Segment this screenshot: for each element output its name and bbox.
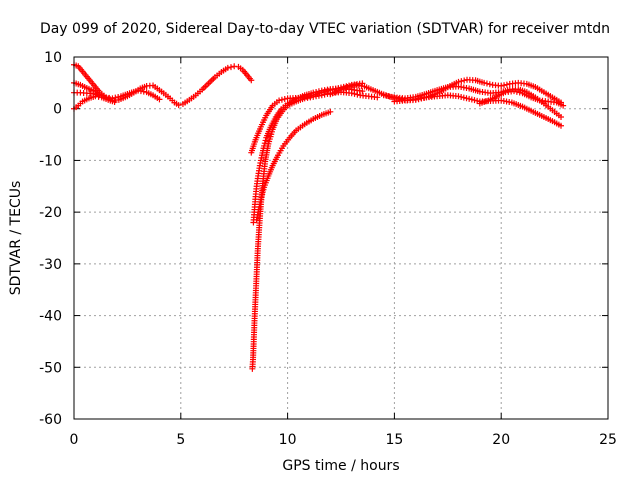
data-point (262, 137, 269, 144)
data-point (344, 83, 351, 90)
y-tick-label: -50 (39, 360, 62, 376)
data-point (458, 78, 465, 85)
data-point (112, 94, 119, 101)
data-point (460, 94, 467, 101)
data-point (359, 88, 366, 95)
data-point (96, 92, 103, 99)
data-point (558, 122, 565, 129)
data-point (90, 90, 97, 97)
data-point (511, 88, 518, 95)
data-point (463, 95, 470, 102)
data-point (276, 97, 283, 104)
grid (74, 57, 608, 419)
data-point (115, 93, 122, 100)
data-point (350, 82, 357, 89)
data-point (481, 79, 488, 86)
series-arc (250, 85, 366, 226)
data-point (261, 142, 268, 149)
data-point (483, 80, 490, 87)
series-arc (71, 61, 255, 109)
data-point (486, 81, 493, 88)
x-tick-label: 5 (176, 432, 185, 448)
y-axis-label: SDTVAR / TECUs (8, 181, 24, 296)
data-point (471, 97, 478, 104)
data-point (278, 96, 285, 103)
data-point (560, 102, 567, 109)
data-point (558, 113, 565, 120)
data-point (468, 96, 475, 103)
data-point (474, 97, 481, 104)
data-point (458, 93, 465, 100)
data-point (332, 85, 339, 92)
data-point (281, 96, 288, 103)
data-point (175, 102, 182, 109)
data-point (455, 93, 462, 100)
y-tick-label: -10 (39, 153, 62, 169)
data-point (374, 94, 381, 101)
x-tick-label: 25 (599, 432, 617, 448)
y-tick-label: 0 (53, 102, 62, 118)
data-point (466, 95, 473, 102)
x-tick-label: 10 (279, 432, 297, 448)
data-point (327, 108, 334, 115)
x-tick-label: 15 (385, 432, 403, 448)
x-tick-label: 0 (70, 432, 79, 448)
data-marks (71, 61, 567, 372)
series-arc (248, 80, 366, 156)
y-tick-label: 10 (44, 50, 62, 66)
y-tick-label: -40 (39, 309, 62, 325)
series-arc (476, 88, 567, 109)
data-point (461, 77, 468, 84)
chart-title: Day 099 of 2020, Sidereal Day-to-day VTE… (40, 21, 610, 37)
x-tick-label: 20 (492, 432, 510, 448)
axis-ticks: 0 5 10 15 20 25 -60 -50 -40 -30 -20 -10 0 10 (39, 50, 617, 448)
data-point (513, 88, 520, 95)
data-point (516, 89, 523, 96)
data-point (501, 82, 508, 89)
data-point (111, 98, 118, 105)
data-point (261, 140, 268, 147)
data-point (93, 91, 100, 98)
data-point (227, 64, 234, 71)
y-tick-label: -20 (39, 205, 62, 221)
series-arc (253, 108, 334, 223)
y-tick-label: -60 (39, 412, 62, 428)
data-point (156, 96, 163, 103)
data-point (498, 82, 505, 89)
data-point (503, 81, 510, 88)
series-arc (391, 92, 565, 129)
y-tick-label: -30 (39, 257, 62, 273)
data-point (347, 83, 354, 90)
x-axis-label: GPS time / hours (282, 458, 399, 474)
data-point (248, 77, 255, 84)
data-point (224, 64, 231, 71)
plot-frame (73, 56, 609, 420)
